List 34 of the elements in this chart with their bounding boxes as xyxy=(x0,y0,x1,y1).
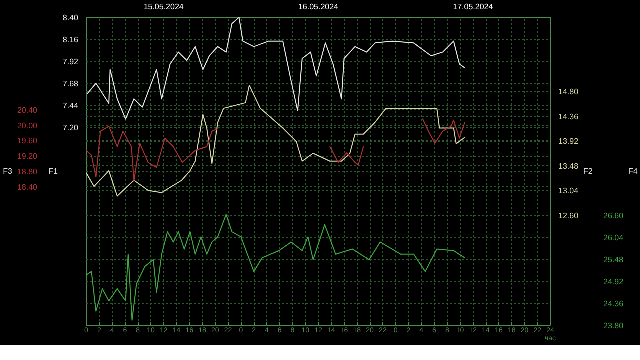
y2-tick-label: 24.92 xyxy=(604,278,624,286)
line-series xyxy=(87,18,466,120)
y-tick-label: 7.92 xyxy=(62,58,80,66)
y-tick-label: 20.00 xyxy=(17,121,38,130)
y2-axis-title: F2 xyxy=(584,167,594,176)
y2-tick-label: 25.48 xyxy=(604,256,624,264)
y-tick-label: 18.80 xyxy=(17,168,38,176)
x2-tick-label: 16.05.2024 xyxy=(298,2,340,12)
y-tick-label: 7.20 xyxy=(62,124,80,132)
y2-tick-label: 13.92 xyxy=(558,137,580,146)
y-tick-label: 20.40 xyxy=(17,106,38,115)
y-tick-label: 7.68 xyxy=(62,80,80,88)
line-series xyxy=(86,85,466,197)
y2-tick-label: 14.36 xyxy=(558,112,580,122)
y-tick-label: 7.44 xyxy=(62,102,80,110)
y2-tick-label: 12.60 xyxy=(558,211,580,220)
y2-tick-label: 26.60 xyxy=(604,212,624,220)
y2-tick-label: 14.80 xyxy=(558,88,580,97)
x2-tick-label: 17.05.2024 xyxy=(453,2,494,12)
y2-tick-label: 26.04 xyxy=(604,234,624,242)
y-tick-label: 19.60 xyxy=(17,136,38,146)
y2-axis-title: F4 xyxy=(628,167,638,176)
y-tick-label: 18.40 xyxy=(17,182,38,192)
y2-tick-label: 13.48 xyxy=(558,162,580,171)
y2-tick-label: 24.36 xyxy=(604,300,624,308)
y2-tick-label: 13.04 xyxy=(558,186,580,196)
x2-tick-label: 15.05.2024 xyxy=(144,2,184,12)
y-axis-title: F1 xyxy=(48,167,58,176)
y2-tick-label: 23.80 xyxy=(604,322,624,330)
y-tick-label: 8.40 xyxy=(62,14,80,22)
y-tick-label: 8.16 xyxy=(62,36,80,44)
y-tick-label: 19.20 xyxy=(17,152,38,162)
line-series xyxy=(86,214,466,321)
y-axis-title: F3 xyxy=(3,167,14,176)
